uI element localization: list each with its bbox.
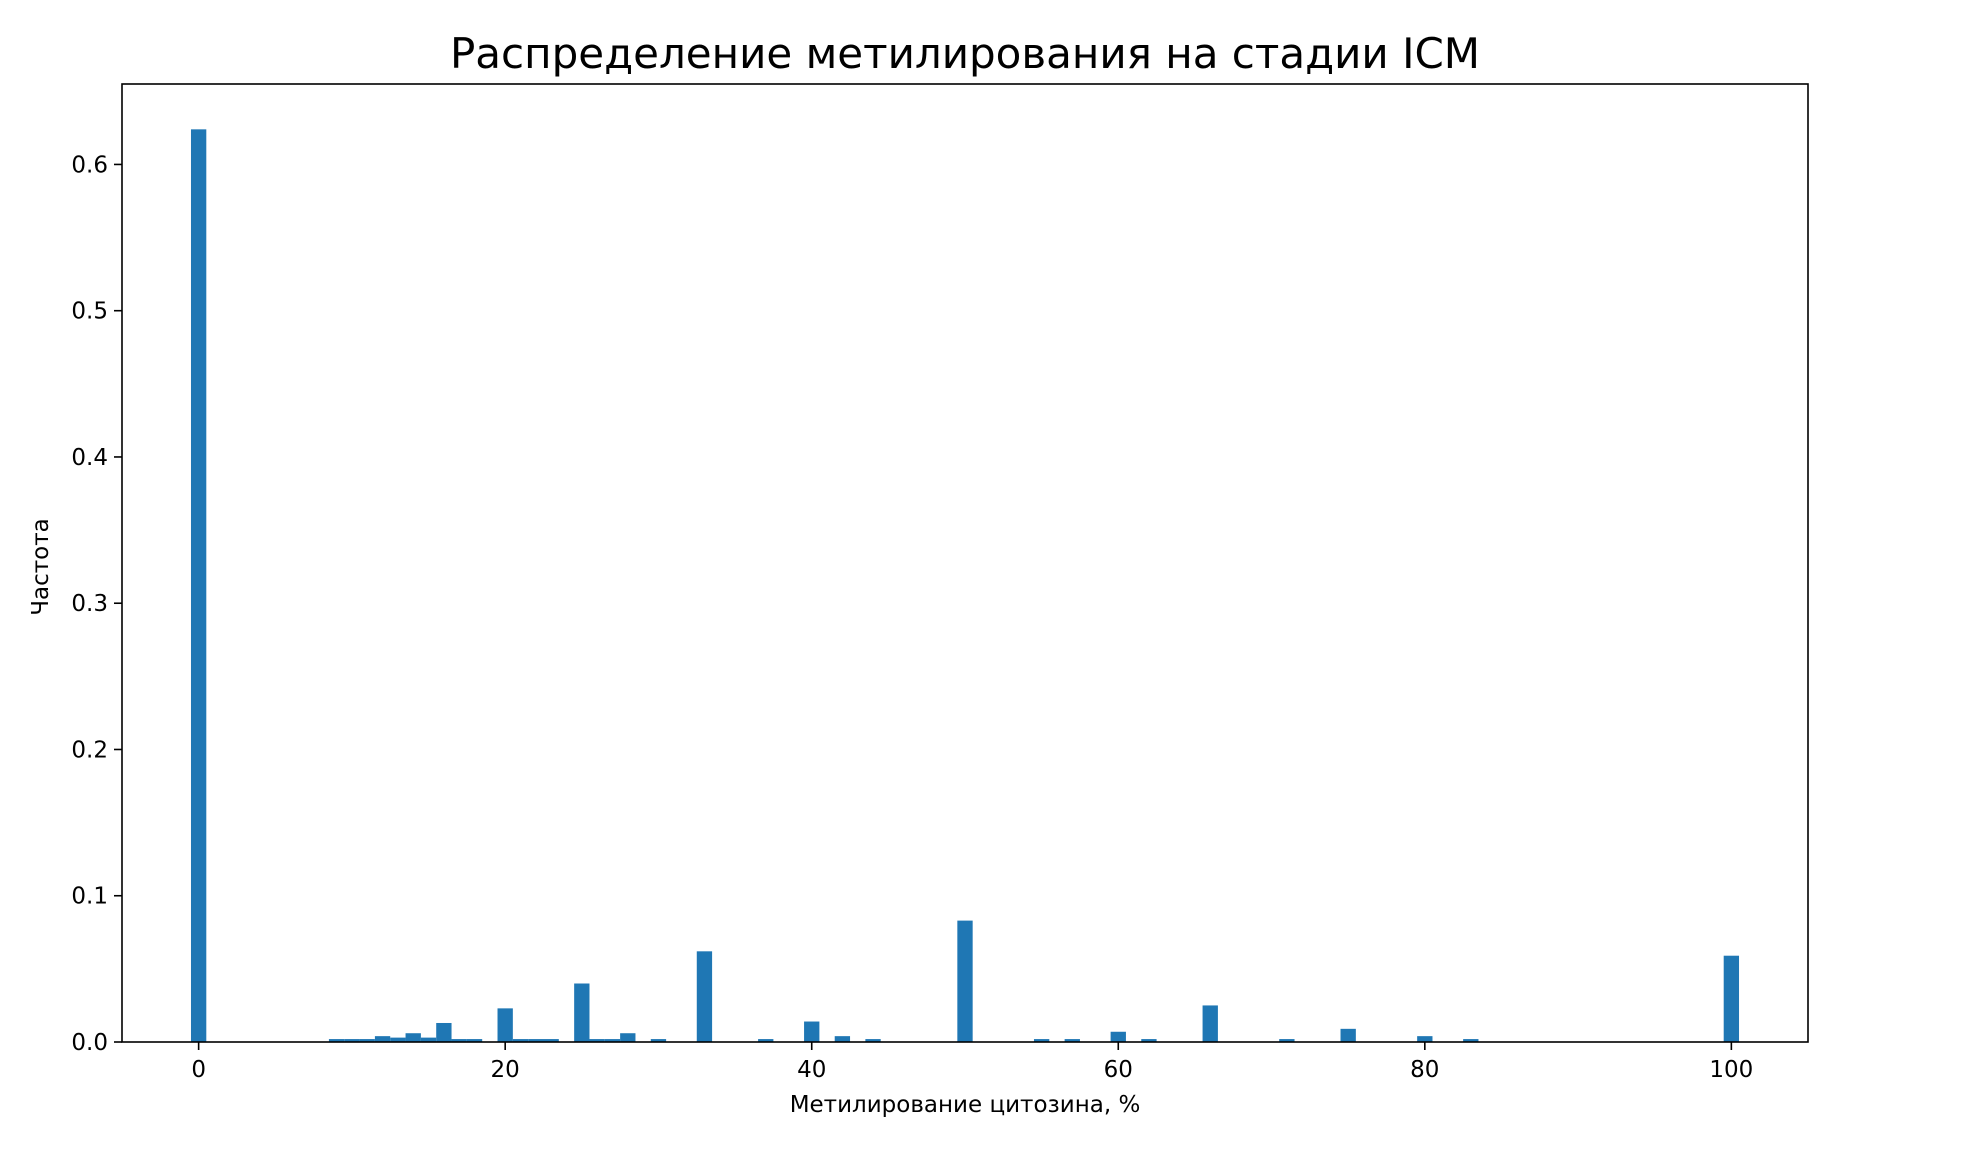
bar-62: [1141, 1039, 1157, 1042]
x-tick-label: 60: [1104, 1057, 1133, 1083]
y-tick-label: 0.0: [71, 1030, 108, 1056]
bar-33: [696, 951, 713, 1042]
y-tick-label: 0.1: [71, 884, 108, 910]
bar-9: [328, 1039, 345, 1042]
bar-37: [758, 1039, 774, 1042]
y-tick-label: 0.2: [71, 737, 108, 763]
chart-title: Распределение метилирования на стадии IC…: [450, 29, 1480, 78]
x-tick-label: 100: [1709, 1057, 1753, 1083]
y-axis-ticks: 0.0 0.1 0.2 0.3 0.4 0.5 0.6: [71, 152, 122, 1056]
bar-18: [466, 1039, 483, 1042]
bar-30: [650, 1039, 667, 1042]
bar-27: [604, 1039, 621, 1042]
bar-12: [374, 1036, 391, 1042]
x-tick-label: 40: [797, 1057, 826, 1083]
x-axis-label: Метилирование цитозина, %: [790, 1092, 1141, 1118]
x-tick-label: 0: [191, 1057, 206, 1083]
bar-22: [528, 1039, 544, 1042]
y-tick-label: 0.4: [71, 445, 108, 471]
bar-26: [589, 1039, 605, 1042]
bar-100: [1723, 955, 1740, 1042]
bar-83: [1463, 1039, 1479, 1042]
bar-66: [1202, 1005, 1218, 1042]
bar-28: [620, 1033, 636, 1042]
y-tick-label: 0.3: [71, 591, 108, 617]
bar-0: [190, 129, 207, 1042]
bar-55: [1033, 1039, 1050, 1042]
bar-60: [1110, 1031, 1126, 1042]
bar-17: [451, 1039, 467, 1042]
bar-57: [1064, 1039, 1080, 1042]
bar-11: [359, 1039, 375, 1042]
y-tick-label: 0.6: [71, 152, 108, 178]
bar-80: [1417, 1036, 1433, 1042]
bars-group: [190, 129, 1740, 1042]
bar-42: [834, 1036, 851, 1042]
y-tick-label: 0.5: [71, 299, 108, 325]
y-axis-label: Частота: [28, 518, 54, 615]
bar-71: [1279, 1039, 1295, 1042]
x-tick-label: 80: [1410, 1057, 1439, 1083]
bar-15: [420, 1037, 437, 1042]
bar-40: [804, 1021, 820, 1042]
bar-21: [512, 1039, 529, 1042]
x-tick-label: 20: [491, 1057, 520, 1083]
bar-25: [574, 983, 590, 1042]
bar-75: [1340, 1028, 1356, 1042]
bar-13: [390, 1037, 406, 1042]
bar-50: [957, 920, 973, 1042]
bar-14: [405, 1033, 421, 1042]
x-axis-ticks: 0 20 40 60 80 100: [191, 1042, 1753, 1083]
plot-frame: [121, 83, 1809, 1043]
bar-10: [344, 1039, 360, 1042]
bar-44: [865, 1039, 881, 1042]
bar-20: [497, 1008, 513, 1042]
bar-23: [543, 1039, 559, 1042]
bar-16: [436, 1022, 452, 1042]
